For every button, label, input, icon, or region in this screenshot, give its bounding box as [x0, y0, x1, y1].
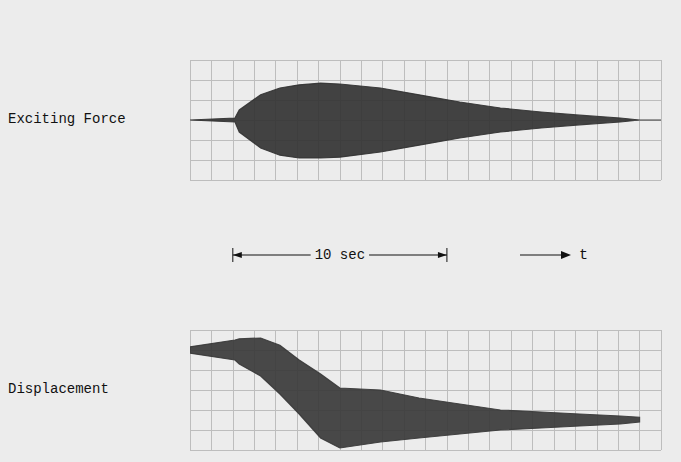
svg-text:Displacement: Displacement: [8, 381, 109, 397]
svg-text:10 sec: 10 sec: [315, 247, 365, 263]
svg-text:t: t: [579, 247, 588, 264]
svg-text:Exciting Force: Exciting Force: [8, 111, 126, 127]
